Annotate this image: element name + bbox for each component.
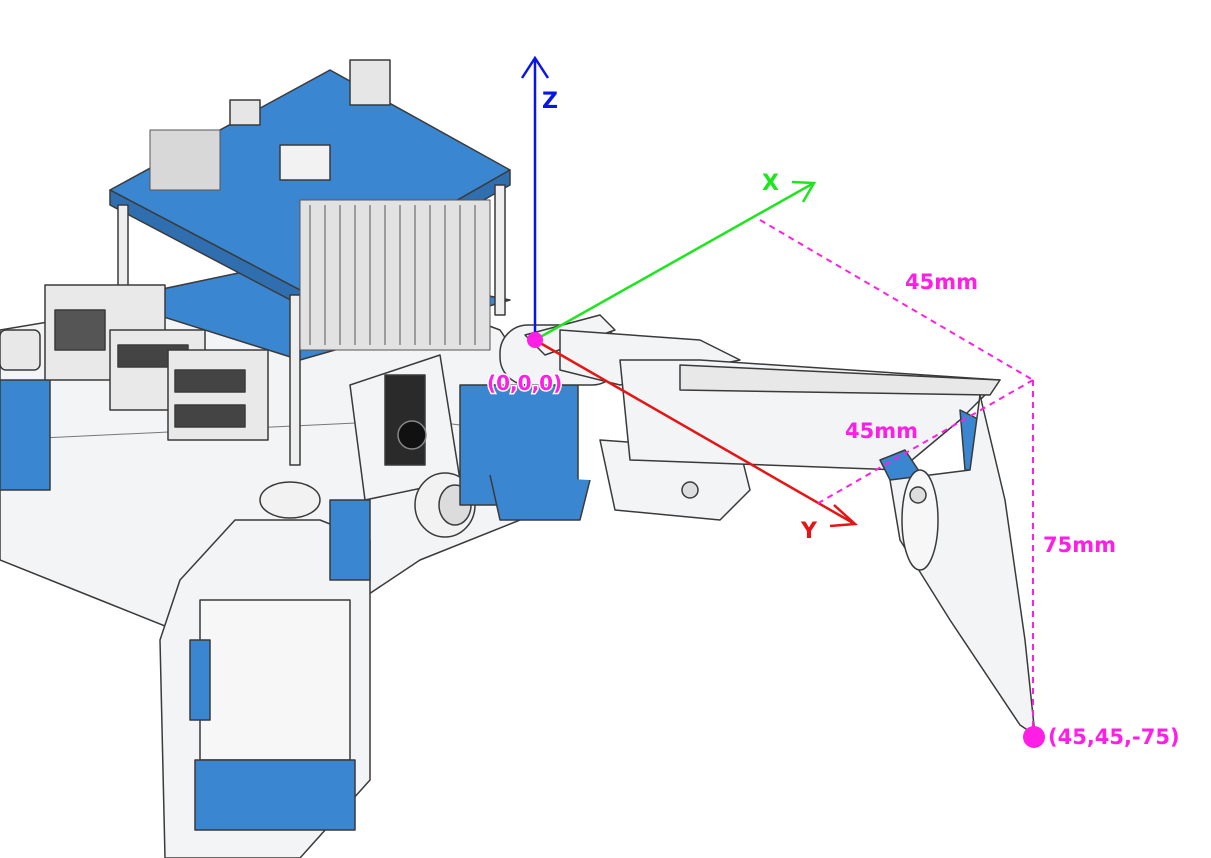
x-axis-arrowhead <box>791 180 817 203</box>
z-axis: Z <box>520 55 558 340</box>
foot-point <box>1023 726 1045 748</box>
y-axis-label: Y <box>800 519 818 544</box>
dim-line-x <box>759 219 1034 381</box>
camera-module <box>384 374 426 466</box>
left-servo <box>0 379 51 491</box>
dim-label-y: 45mm <box>845 419 918 443</box>
dim-label-z: 75mm <box>1043 533 1116 557</box>
x-axis: X <box>534 171 817 342</box>
header-pins <box>149 129 491 351</box>
y-axis-line <box>534 338 854 525</box>
x-axis-label: X <box>762 171 779 196</box>
origin-point <box>527 332 543 348</box>
front-leg-servo <box>194 759 356 831</box>
robot-body <box>0 59 621 858</box>
y-axis-arrowhead <box>829 504 858 528</box>
dim-line-y <box>814 379 1034 506</box>
dim-label-x: 45mm <box>905 270 978 294</box>
x-axis-line <box>534 182 813 342</box>
y-axis: Y <box>534 338 858 544</box>
z-axis-arrowhead <box>520 55 550 79</box>
right-leg <box>524 314 1036 736</box>
origin-label: (0,0,0) <box>487 371 562 395</box>
tibia-horn <box>901 469 939 571</box>
z-axis-label: Z <box>542 89 558 114</box>
foot-point-label: (45,45,-75) <box>1048 725 1180 749</box>
dimension-lines <box>759 219 1034 735</box>
